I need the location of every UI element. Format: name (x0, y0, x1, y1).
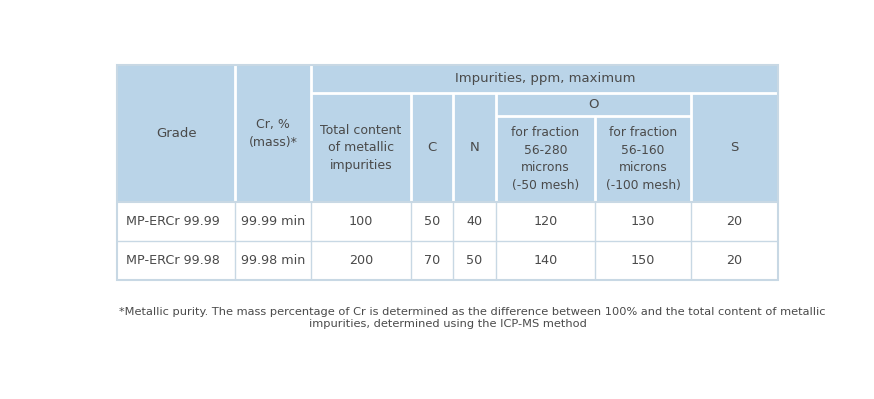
Bar (690, 93, 779, 202)
Text: 20: 20 (726, 254, 743, 267)
Text: N: N (469, 141, 479, 154)
Text: 50: 50 (466, 254, 482, 267)
Bar (235, 65, 311, 202)
Bar (595, 116, 690, 202)
Bar (117, 65, 779, 280)
Text: 70: 70 (424, 254, 440, 267)
Text: for fraction
56-280
microns
(-50 mesh): for fraction 56-280 microns (-50 mesh) (511, 126, 579, 192)
Text: *Metallic purity. The mass percentage of Cr is determined as the difference betw: *Metallic purity. The mass percentage of… (120, 307, 826, 317)
Text: 20: 20 (726, 215, 743, 228)
Text: Cr, %
(mass)*: Cr, % (mass)* (248, 118, 297, 149)
Text: S: S (731, 141, 739, 154)
Bar (496, 116, 595, 202)
Text: impurities, determined using the ICP-MS method: impurities, determined using the ICP-MS … (309, 319, 586, 330)
Text: 100: 100 (349, 215, 373, 228)
Text: 150: 150 (631, 254, 656, 267)
Text: MP-ERCr 99.98: MP-ERCr 99.98 (126, 254, 219, 267)
Bar (411, 93, 454, 202)
Text: 99.99 min: 99.99 min (241, 215, 305, 228)
Text: 40: 40 (467, 215, 482, 228)
Bar (117, 65, 779, 280)
Text: Impurities, ppm, maximum: Impurities, ppm, maximum (454, 73, 635, 85)
Text: 200: 200 (349, 254, 373, 267)
Text: 120: 120 (533, 215, 558, 228)
Bar (454, 93, 496, 202)
Bar (496, 93, 690, 116)
Text: MP-ERCr 99.99: MP-ERCr 99.99 (126, 215, 219, 228)
Bar (311, 65, 779, 93)
Bar (311, 93, 411, 202)
Text: O: O (588, 98, 599, 111)
Text: 140: 140 (533, 254, 558, 267)
Text: 99.98 min: 99.98 min (241, 254, 305, 267)
Bar (117, 202, 779, 280)
Text: for fraction
56-160
microns
(-100 mesh): for fraction 56-160 microns (-100 mesh) (606, 126, 680, 192)
Bar (117, 65, 235, 202)
Text: 50: 50 (424, 215, 440, 228)
Text: 130: 130 (631, 215, 656, 228)
Text: Total content
of metallic
impurities: Total content of metallic impurities (321, 124, 402, 172)
Text: C: C (427, 141, 437, 154)
Text: Grade: Grade (156, 127, 197, 140)
